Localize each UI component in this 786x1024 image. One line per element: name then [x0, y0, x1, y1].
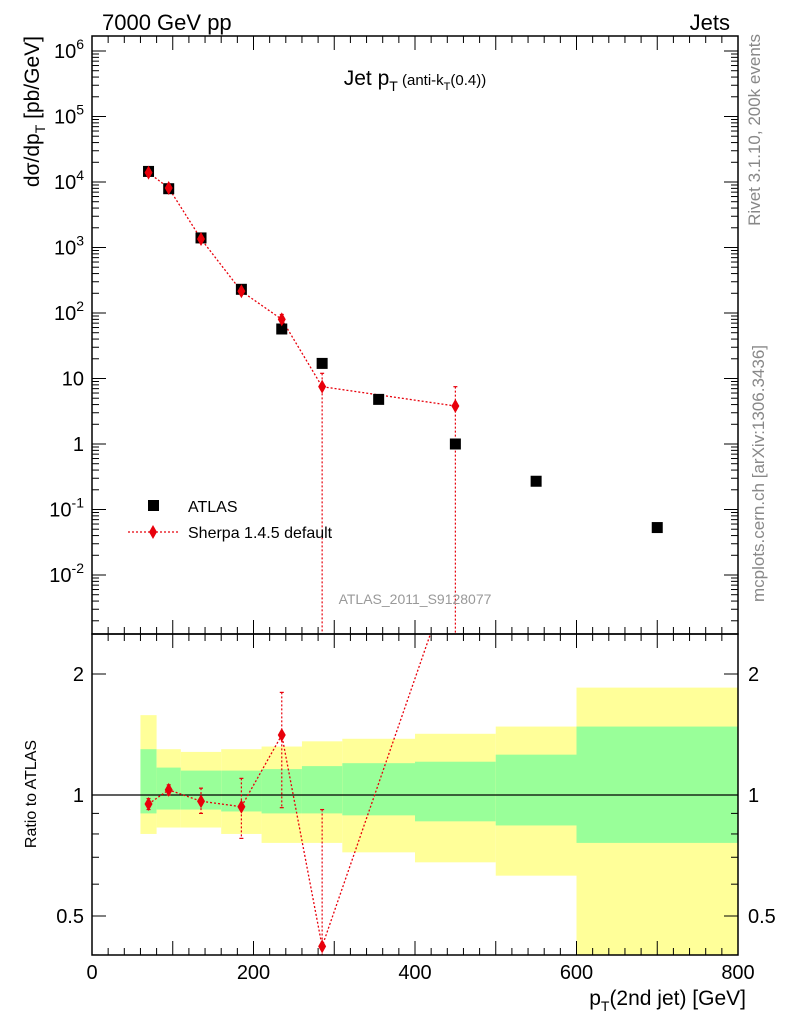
sherpa-ratio-point: [237, 799, 246, 814]
main-y-axis: 10-2 10-1 1 10 102 103 104 105 106: [49, 36, 738, 622]
stat-uncertainty-band: [342, 763, 415, 816]
sherpa-main-point: [144, 165, 153, 180]
atlas-point: [651, 522, 663, 534]
ratio-y-axis: 0.5 0.5 1 1 2 2: [56, 664, 776, 956]
stat-uncertainty-band: [495, 754, 577, 826]
x-tick-label: 400: [398, 962, 431, 984]
sherpa-main-point: [318, 379, 327, 394]
legend-atlas-marker: [148, 500, 159, 511]
sherpa-ratio-point: [164, 782, 173, 797]
ratio-panel: 0.5 0.51 12 2 0 200 400 600 800 Ratio to ATLAS …: [23, 633, 776, 1014]
main-y-tick-label: 103: [54, 233, 84, 260]
main-y-axis-label: dσ/dpT [pb/GeV]: [21, 36, 48, 187]
sherpa-ratio-point: [197, 794, 206, 809]
main-y-tick-label: 105: [54, 102, 84, 129]
atlas-point: [316, 357, 328, 369]
sherpa-main-point: [164, 180, 173, 195]
ratio-y-tick-label-right: 2: [748, 664, 759, 686]
ratio-y-tick-label-right: 1: [748, 785, 759, 807]
main-plot-marks: [143, 165, 663, 634]
ratio-y-tick-label: 1: [73, 785, 84, 807]
main-title: Jet pT (anti-kT(0.4)): [344, 67, 487, 94]
sherpa-main-point: [277, 312, 286, 327]
ratio-y-tick-label-right: 0.5: [748, 906, 776, 928]
legend-sherpa-label: Sherpa 1.4.5 default: [188, 525, 333, 542]
mcplots-label: mcplots.cern.ch [arXiv:1306.3436]: [749, 345, 768, 602]
main-y-tick-label: 106: [54, 36, 84, 63]
x-tick-label: 600: [560, 962, 593, 984]
x-tick-label: 800: [721, 962, 754, 984]
main-y-tick-label: 10-1: [49, 495, 84, 522]
stat-uncertainty-band: [301, 766, 343, 814]
ratio-uncertainty-bands: [140, 687, 738, 955]
sherpa-ratio-point: [277, 728, 286, 743]
ratio-y-tick-label: 2: [73, 664, 84, 686]
sherpa-main-point: [451, 399, 460, 414]
x-tick-label: 200: [237, 962, 270, 984]
atlas-point: [530, 475, 542, 487]
rivet-version-label: Rivet 3.1.10, 200k events: [745, 34, 764, 226]
sherpa-ratio-point: [318, 939, 327, 954]
main-y-tick-label: 10: [62, 369, 84, 391]
stat-uncertainty-band: [140, 749, 157, 814]
stat-uncertainty-band: [261, 769, 302, 814]
legend: ATLAS Sherpa 1.4.5 default: [128, 499, 333, 542]
x-tick-label: 0: [86, 962, 97, 984]
main-panel-frame: [91, 35, 739, 635]
main-x-ticks: [91, 36, 739, 634]
atlas-point: [373, 393, 385, 405]
header-process-label: Jets: [690, 10, 730, 35]
sherpa-main-line: [148, 172, 456, 407]
main-y-tick-label: 102: [54, 298, 84, 325]
legend-atlas-label: ATLAS: [188, 499, 238, 516]
main-y-tick-label: 104: [54, 167, 84, 194]
sherpa-ratio-point: [144, 796, 153, 811]
analysis-watermark: ATLAS_2011_S9128077: [339, 591, 492, 607]
stat-uncertainty-band: [415, 761, 496, 822]
atlas-point: [276, 323, 288, 335]
atlas-point: [449, 438, 461, 450]
sherpa-main-point: [197, 231, 206, 246]
sherpa-main-point: [237, 284, 246, 299]
main-panel: 10-2 10-1 1 10 102 103 104 105 106 Jet pT (anti-…: [21, 35, 739, 635]
header-collision-label: 7000 GeV pp: [102, 10, 232, 35]
stat-uncertainty-band: [576, 726, 738, 843]
x-axis-label: pT(2nd jet) [GeV]: [589, 987, 746, 1014]
ratio-plot-marks: [144, 634, 432, 955]
ratio-y-tick-label: 0.5: [56, 906, 84, 928]
ratio-x-axis: 0 200 400 600 800: [86, 634, 755, 984]
main-y-tick-label: 10-2: [49, 560, 84, 587]
main-y-tick-label: 1: [73, 434, 84, 456]
ratio-y-axis-label: Ratio to ATLAS: [23, 740, 40, 848]
legend-sherpa-marker: [149, 525, 157, 539]
